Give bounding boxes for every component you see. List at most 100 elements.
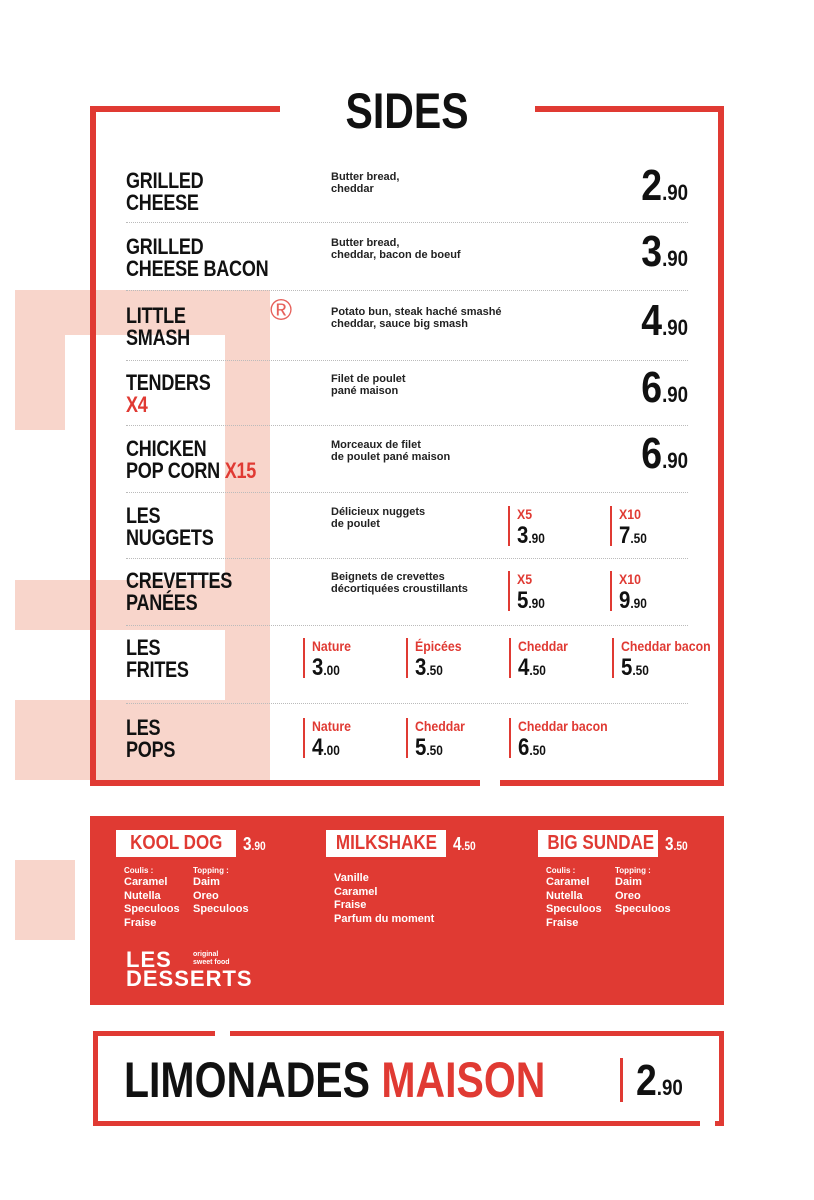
separator xyxy=(126,222,688,223)
option-label: Nature xyxy=(312,718,352,734)
price-units: 2 xyxy=(641,161,662,210)
price-cents: .50 xyxy=(673,839,688,853)
item-price: 6.90 xyxy=(633,430,688,488)
name-line: CHEESE BACON xyxy=(126,258,300,280)
decor xyxy=(15,860,75,940)
name-line: NUGGETS xyxy=(126,527,233,549)
name-part: SMASH xyxy=(126,325,190,350)
description-line: cheddar xyxy=(331,183,374,195)
item-description: Butter bread, cheddar, bacon de boeuf xyxy=(331,237,461,261)
item-description: Délicieux nuggets de poulet xyxy=(331,506,425,530)
tagline-line: original xyxy=(193,951,219,958)
description-line: cheddar, bacon de boeuf xyxy=(331,249,461,261)
name-part: PANÉES xyxy=(126,590,198,615)
name-part: NUGGETS xyxy=(126,525,214,550)
description-line: Butter bread, xyxy=(331,171,400,183)
name-accent: X4 xyxy=(126,392,148,417)
option-label: Nature xyxy=(312,638,352,654)
price-cents: .50 xyxy=(461,839,476,853)
name-part: POPS xyxy=(126,737,176,762)
name-text: LES xyxy=(126,505,161,527)
description-line: Potato bun, steak haché smashé xyxy=(331,306,502,318)
name-text: NUGGETS xyxy=(126,525,214,550)
name-line: LES xyxy=(126,505,233,527)
item-name: GRILLED CHEESE xyxy=(126,170,220,214)
group-entry: Caramel xyxy=(124,876,168,888)
dessert-name: KOOL DOG xyxy=(116,830,236,857)
option: Cheddar bacon 5.50 xyxy=(621,637,723,684)
item-name: LES FRITES xyxy=(126,637,202,681)
name-line: X4 xyxy=(126,394,229,416)
item-price: 4.90 xyxy=(633,297,688,355)
price-units: 3 xyxy=(415,654,427,681)
frame xyxy=(93,1031,215,1036)
price: 6.90 xyxy=(641,364,688,422)
price-cents: .00 xyxy=(323,662,340,678)
description-line: pané maison xyxy=(331,385,399,397)
name-text: LITTLE xyxy=(126,305,186,327)
group-entry: Nutella xyxy=(546,889,583,902)
dessert-price: 3.50 xyxy=(665,832,688,858)
price-units: 5 xyxy=(415,734,427,761)
description-line: Butter bread, xyxy=(331,237,400,249)
frame xyxy=(93,1121,700,1126)
option-bar xyxy=(406,638,408,678)
price-cents: .90 xyxy=(661,448,688,473)
group-entry: Daim xyxy=(193,876,220,888)
name-part: TENDERS xyxy=(126,370,211,395)
name-text: CHEESE BACON xyxy=(126,256,269,281)
price: 4.90 xyxy=(641,297,688,355)
separator xyxy=(126,625,688,626)
frame xyxy=(90,106,96,786)
item-name: LES POPS xyxy=(126,717,186,761)
option-price: 3.50 xyxy=(415,655,460,684)
name-line: CHICKEN xyxy=(126,438,285,460)
option-bar xyxy=(508,571,510,611)
name-accent: X15 xyxy=(224,458,257,483)
description-line: décortiquées croustillants xyxy=(331,583,468,595)
name-part: LES xyxy=(126,715,161,740)
name-part: CHEESE BACON xyxy=(126,256,269,281)
group-entry: Speculoos xyxy=(124,903,180,915)
group-entry: Parfum du moment xyxy=(334,912,435,925)
price-units: 5 xyxy=(621,654,633,681)
description-line: Filet de poulet xyxy=(331,373,406,385)
description-line: cheddar, sauce big smash xyxy=(331,318,468,330)
frame xyxy=(500,780,724,786)
price-units: 3 xyxy=(665,834,674,854)
name-part: GRILLED xyxy=(126,234,204,259)
option-bar xyxy=(612,638,614,678)
price-cents: .50 xyxy=(529,742,546,758)
item-name: LES NUGGETS xyxy=(126,505,233,549)
price: 3.90 xyxy=(641,228,688,286)
option-label: X10 xyxy=(619,506,641,522)
name-text: CREVETTES xyxy=(126,570,232,592)
dessert-price: 4.50 xyxy=(453,832,476,858)
name-text: POP CORN X15 xyxy=(126,460,256,482)
name-text: SMASH xyxy=(126,327,190,349)
separator xyxy=(126,360,688,361)
option-price: 3.90 xyxy=(517,523,545,552)
name-part: LITTLE xyxy=(126,303,186,328)
name-part: LES xyxy=(126,635,161,660)
option-bar xyxy=(509,718,511,758)
dessert-name-text: MILKSHAKE xyxy=(335,832,437,854)
price-units: 3 xyxy=(312,654,324,681)
option-bar xyxy=(508,506,510,546)
name-part: POP CORN xyxy=(126,458,225,483)
separator xyxy=(126,425,688,426)
price-units: 4 xyxy=(518,654,530,681)
decor xyxy=(15,700,270,780)
name-line: CHEESE xyxy=(126,192,220,214)
price-cents: .90 xyxy=(630,595,647,611)
name-part: CHICKEN xyxy=(126,436,207,461)
price-cents: .90 xyxy=(661,315,688,340)
option: Cheddar 4.50 xyxy=(518,637,575,684)
item-name: CHICKEN POP CORN X15 xyxy=(126,438,285,482)
lemonade-text: LIMONADES MAISON xyxy=(124,1053,545,1107)
decor xyxy=(15,290,270,335)
item-description: Beignets de crevettes décortiquées croust… xyxy=(331,571,468,595)
description-line: de poulet pané maison xyxy=(331,451,451,463)
frame xyxy=(535,106,724,112)
frame xyxy=(90,106,280,112)
